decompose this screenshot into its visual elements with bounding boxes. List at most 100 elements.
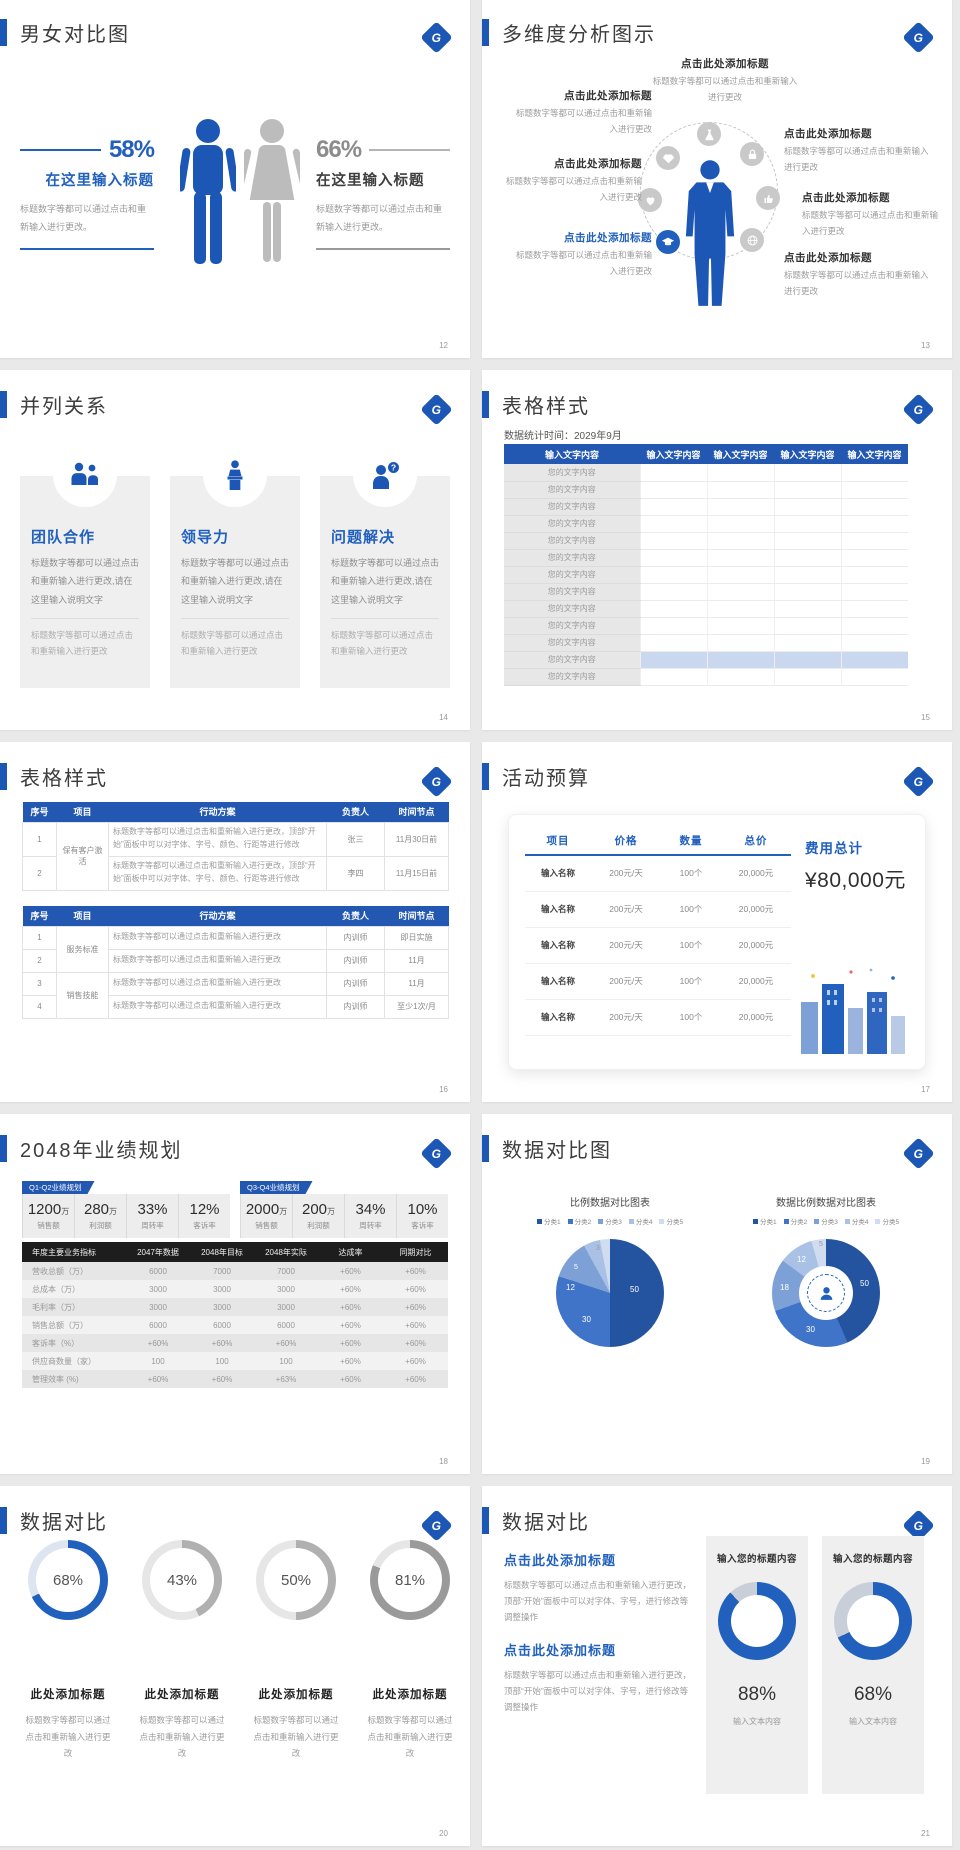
diagram-item-upper-right: 点击此处添加标题 标题数字等都可以通过点击和重新输入进行更改 [784,128,929,172]
table-row-highlighted: 您的文字内容 [504,651,908,669]
table-row: 1 保有客户激活 标题数字等都可以通过点击和重新输入进行更改，顶部“开始”面板中… [22,821,449,891]
pie-label: 12 [566,1283,575,1292]
businessman-icon [683,158,737,315]
stat-card-header: 输入您的标题内容 [832,1554,913,1565]
gauge-title: 此处添加标题 [372,1689,448,1701]
divider [181,618,289,620]
table-row: 2 标题数字等都可以通过点击和重新输入进行更改，顶部“开始”面板中可以对字体、字… [22,855,449,891]
slide-title: 并列关系 [20,396,108,418]
stat-card: 输入您的标题内容 68% 输入文本内容 [822,1536,924,1794]
slide-13: 多维度分析图示 G 点击此处添加标题 标题数字等都可以通过点击和重新输入进行更改… [482,0,952,358]
pie-label: 30 [806,1325,815,1334]
table-header-row: 序号 项目 行动方案 负责人 时间节点 [22,906,449,926]
kpi-stat: 34% 周转率 [344,1194,396,1238]
brand-logo-icon: G [420,393,453,426]
data-table: 输入文字内容 输入文字内容 输入文字内容 输入文字内容 输入文字内容 您的文字内… [504,444,908,686]
brand-logo-icon: G [902,393,935,426]
gauge-body: 标题数字等都可以通过点击和重新输入进行更改 [25,1715,111,1759]
female-stat-body: 标题数字等都可以通过点击和重新输入进行更改。 [316,204,443,232]
table-header-row: 年度主要业务指标 2047年数据 2048年目标 2048年实际 达成率 同期对… [22,1242,448,1262]
donut-center-badge [807,1274,845,1312]
brand-logo-icon: G [420,1509,453,1542]
donut-gauge [718,1582,796,1660]
kpi-stat: 280万 利润额 [74,1194,126,1238]
table-header-row: 项目 价格 数量 总价 [525,827,791,856]
legend-swatch [875,1218,881,1224]
budget-total-label: 费用总计 [805,841,863,856]
chart-title: 数据比例数据对比图表 [776,1198,876,1209]
slide-14: 并列关系 G 团队合作 标题数字等都可以通过点击和重新输入进行更改,请在这里输入… [0,370,470,730]
diagram-item-lower-right: 点击此处添加标题 标题数字等都可以通过点击和重新输入进行更改 [784,252,929,296]
diagram-item-top: 点击此处添加标题 标题数字等都可以通过点击和重新输入进行更改 [650,56,800,105]
table-row: 您的文字内容 [504,498,908,516]
pie-label: 12 [797,1255,806,1264]
slide-15: 表格样式 G 数据统计时间：2029年9月 输入文字内容 输入文字内容 输入文字… [482,370,952,730]
diamond-icon [656,146,680,170]
page-number: 13 [921,341,930,350]
title-accent-bar [482,763,489,790]
person-icon [820,1286,832,1300]
kpi-panel-tag: Q3-Q4业绩规划 [240,1181,313,1194]
page-number: 15 [921,713,930,722]
page-number: 17 [921,1085,930,1094]
table-row: 您的文字内容 [504,566,908,584]
table-row: 总成本（万） 3000 3000 3000 +60% +60% [22,1280,448,1298]
diagram-item-right: 点击此处添加标题 标题数字等都可以通过点击和重新输入进行更改 [802,192,939,236]
merged-project-cell: 保有客户激活 [56,821,109,891]
title-accent-bar [0,19,7,46]
kpi-stat: 33% 周转率 [126,1194,178,1238]
brand-logo-icon: G [902,21,935,54]
page-number: 18 [439,1457,448,1466]
card-title: 领导力 [181,529,230,546]
card-body: 标题数字等都可以通过点击和重新输入进行更改,请在这里输入说明文字 [31,558,140,605]
leadership-icon [227,460,243,490]
table-row: 您的文字内容 [504,617,908,635]
slide-title: 表格样式 [502,396,590,418]
slide-title: 2048年业绩规划 [20,1140,183,1162]
slide-title: 数据对比图 [502,1140,612,1162]
slide-header: 男女对比图 [0,18,130,47]
donut-gauge [834,1582,912,1660]
table-row: 输入名称 200元/天 100个 20,000元 [525,891,791,928]
slide-17: 活动预算 G 项目 价格 数量 总价 输入名称 200元/天 100个 20,000元… [482,742,952,1102]
diagram-item-lower-left: 点击此处添加标题 标题数字等都可以通过点击和重新输入进行更改 [515,232,652,276]
table-row: 输入名称 200元/天 100个 20,000元 [525,999,791,1036]
table-row: 4 标题数字等都可以通过点击和重新输入进行更改 内训师 至少1次/月 [22,994,449,1019]
legend-swatch [567,1218,573,1224]
decor-underline [20,248,154,250]
gauge-value: 68% [36,1548,100,1612]
brand-logo-icon: G [420,21,453,54]
page-number: 19 [921,1457,930,1466]
city-buildings-illustration [793,968,915,1059]
table-row: 供应商数量（家） 100 100 100 +60% +60% [22,1352,448,1370]
card-title: 问题解决 [331,529,396,546]
legend-swatch [536,1218,542,1224]
lock-icon [740,142,764,166]
title-accent-bar [482,1135,489,1162]
table-row: 输入名称 200元/天 100个 20,000元 [525,963,791,1000]
block-heading: 点击此处添加标题 [504,1643,617,1658]
page-number: 14 [439,713,448,722]
slide-20: 数据对比 G 68% 此处添加标题 标题数字等都可以通过点击和重新输入进行更改 … [0,1486,470,1846]
card-title: 团队合作 [31,529,96,546]
page-number: 21 [921,1829,930,1838]
diagram-item-left: 点击此处添加标题 标题数字等都可以通过点击和重新输入进行更改 [505,158,642,202]
stat-card-caption: 输入文本内容 [849,1717,897,1726]
table-row: 您的文字内容 [504,583,908,601]
heart-icon [638,188,662,212]
table-row: 输入名称 200元/天 100个 20,000元 [525,927,791,964]
donut-chart-block: 数据比例数据对比图表 分类1 分类2 分类3 分类4 分类5 50 30 18 … [726,1194,926,1347]
legend-swatch [598,1218,604,1224]
card-body: 标题数字等都可以通过点击和重新输入进行更改,请在这里输入说明文字 [331,558,440,605]
team-icon [71,462,99,485]
flask-icon [697,122,721,146]
page-number: 16 [439,1085,448,1094]
decor-line [369,149,450,151]
divider [31,618,139,620]
table-row: 您的文字内容 [504,532,908,550]
feature-card-problem-solving: ? 问题解决 标题数字等都可以通过点击和重新输入进行更改,请在这里输入说明文字 … [320,443,450,688]
gauge-block: 43% 此处添加标题 标题数字等都可以通过点击和重新输入进行更改 [130,1540,234,1762]
merged-project-cell: 销售技能 [56,971,109,1019]
kpi-panel-q1q2: Q1-Q2业绩规划 1200万 销售额 280万 利润额 33% 周转率 12% 客诉率 [22,1194,230,1238]
slide-18: 2048年业绩规划 G Q1-Q2业绩规划 1200万 销售额 280万 利润额 3… [0,1114,470,1474]
